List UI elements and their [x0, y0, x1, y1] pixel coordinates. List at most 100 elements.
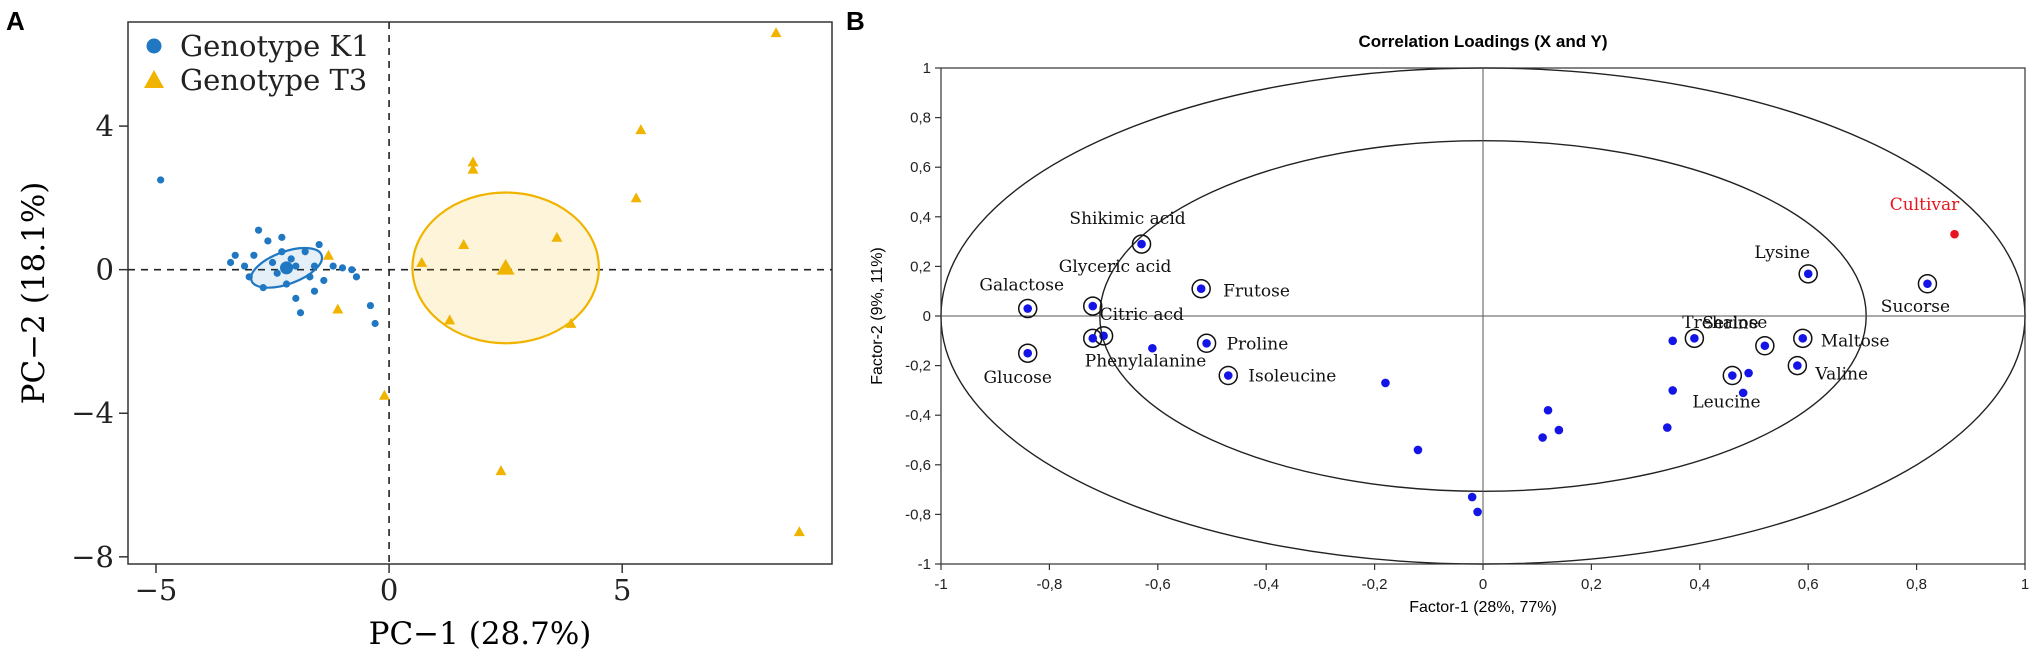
legend-marker-k1	[146, 38, 162, 54]
y-tick-label: 0,6	[910, 159, 931, 176]
loading-point-ring	[1191, 278, 1211, 299]
legend-entry-label: Genotype T3	[180, 63, 367, 97]
data-point-t3	[444, 314, 456, 325]
data-point-k1	[245, 273, 253, 281]
loading-label: Glyceric acid	[1059, 257, 1172, 277]
loading-point-ring	[1787, 355, 1808, 376]
loading-point	[1662, 423, 1672, 432]
data-point-t3	[770, 27, 782, 38]
data-point-k1	[306, 273, 314, 281]
panel-a-plot-frame	[127, 21, 833, 565]
y-tick-label: 0	[96, 253, 114, 287]
panel-b-y-axis-label: Factor-2 (9%, 11%)	[869, 247, 886, 385]
loading-label: Phenylalanine	[1085, 351, 1207, 371]
data-point-t3	[416, 256, 428, 267]
y-tick-label: 0,4	[910, 209, 931, 226]
data-point-k1	[292, 262, 300, 270]
x-tick-label: -0,8	[1036, 576, 1062, 593]
loading-label: Isoleucine	[1248, 367, 1336, 387]
loading-point-ring	[1755, 336, 1775, 356]
data-point-k1	[278, 248, 286, 256]
x-tick-label: 0,6	[1798, 576, 1819, 593]
data-point-t3	[378, 389, 390, 400]
loading-point-glucose	[1023, 348, 1033, 358]
loading-point-valine	[1793, 361, 1802, 370]
data-point-k1	[264, 237, 272, 245]
loading-point-ring	[1722, 365, 1743, 386]
data-point-k1	[320, 276, 328, 285]
loading-point-ring	[1798, 264, 1818, 284]
data-point-t3	[635, 124, 647, 135]
data-point-k1	[250, 251, 258, 259]
loading-point-proline	[1202, 338, 1211, 348]
loading-point-ring	[1684, 328, 1705, 349]
data-point-k1	[268, 258, 277, 267]
data-point-t3	[332, 303, 344, 314]
loading-point	[1148, 343, 1157, 353]
loading-point-trehalose	[1760, 341, 1770, 351]
data-point-k1	[157, 176, 165, 184]
data-point-k1	[292, 294, 300, 302]
y-tick-label: 4	[96, 109, 114, 143]
x-tick-label: -0,2	[1362, 576, 1388, 593]
data-point-k1	[315, 240, 323, 249]
x-tick-label: 0,8	[1906, 576, 1927, 593]
data-point-t3	[500, 264, 512, 275]
data-point-k1	[310, 287, 319, 295]
loading-label: Glucose	[983, 368, 1052, 388]
data-point-t3	[495, 465, 507, 476]
data-point-t3	[467, 156, 479, 167]
loading-point	[1738, 388, 1748, 398]
loading-point	[1668, 336, 1677, 346]
data-point-k1	[348, 266, 356, 274]
panel-b-title: Correlation Loadings (X and Y)	[1358, 32, 1607, 51]
loading-point-shikimic-acid	[1137, 239, 1146, 249]
loading-point	[1467, 492, 1477, 502]
loading-point-maltose	[1798, 334, 1808, 343]
x-tick-label: 0	[1479, 576, 1487, 593]
x-tick-label: 0	[380, 573, 398, 607]
data-point-k1	[296, 309, 305, 317]
y-variable-point-cultivar	[1950, 229, 1959, 239]
loading-point-galactose	[1023, 304, 1033, 313]
panel-b-correlation-loadings: B Correlation Loadings (X and Y) -1 -0,8 -…	[846, 6, 2029, 616]
loading-label: Proline	[1227, 334, 1289, 354]
loading-point-frutose	[1196, 284, 1206, 294]
data-point-k1	[254, 226, 263, 234]
panel-a-y-axis-label: PC−2 (18.1%)	[16, 182, 52, 405]
data-point-k1	[329, 262, 337, 270]
loading-label: Lysine	[1754, 243, 1810, 263]
y-tick-label: -0,4	[905, 407, 931, 424]
x-tick-label: 0,4	[1689, 576, 1710, 593]
panel-b-x-axis-label: Factor-1 (28%, 77%)	[1409, 599, 1557, 616]
loading-point-ring	[1917, 274, 1938, 294]
loading-point	[1744, 368, 1753, 378]
data-point-k1	[278, 233, 286, 241]
y-tick-label: -0,8	[905, 506, 931, 523]
data-point-k1	[352, 273, 361, 281]
loading-label: Serine	[1702, 313, 1758, 333]
loading-point	[1668, 386, 1677, 395]
loading-point-sucorse	[1923, 279, 1932, 289]
loading-label: Galactose	[979, 276, 1064, 296]
loading-label: Maltose	[1821, 331, 1890, 351]
data-point-k1	[338, 264, 347, 272]
data-point-t3	[565, 318, 577, 328]
data-point-k1	[273, 269, 281, 277]
loading-point-ring	[1083, 296, 1103, 316]
legend-entry-label: Genotype K1	[180, 29, 370, 63]
data-point-t3	[322, 249, 334, 260]
data-point-t3	[551, 231, 563, 242]
y-tick-label: -1	[918, 556, 931, 573]
loading-point-ring	[1218, 365, 1239, 386]
y-tick-label: 0,8	[910, 110, 931, 127]
y-tick-label: −8	[71, 540, 114, 574]
data-point-k1	[259, 284, 267, 292]
loading-point-lysine	[1803, 269, 1813, 279]
data-point-k1	[310, 262, 319, 270]
loading-point-ring	[1793, 328, 1813, 349]
loading-point-ring	[1017, 298, 1038, 319]
data-point-t3	[467, 163, 479, 174]
data-point-k1	[366, 301, 375, 310]
loading-label: Citric acd	[1100, 305, 1184, 325]
